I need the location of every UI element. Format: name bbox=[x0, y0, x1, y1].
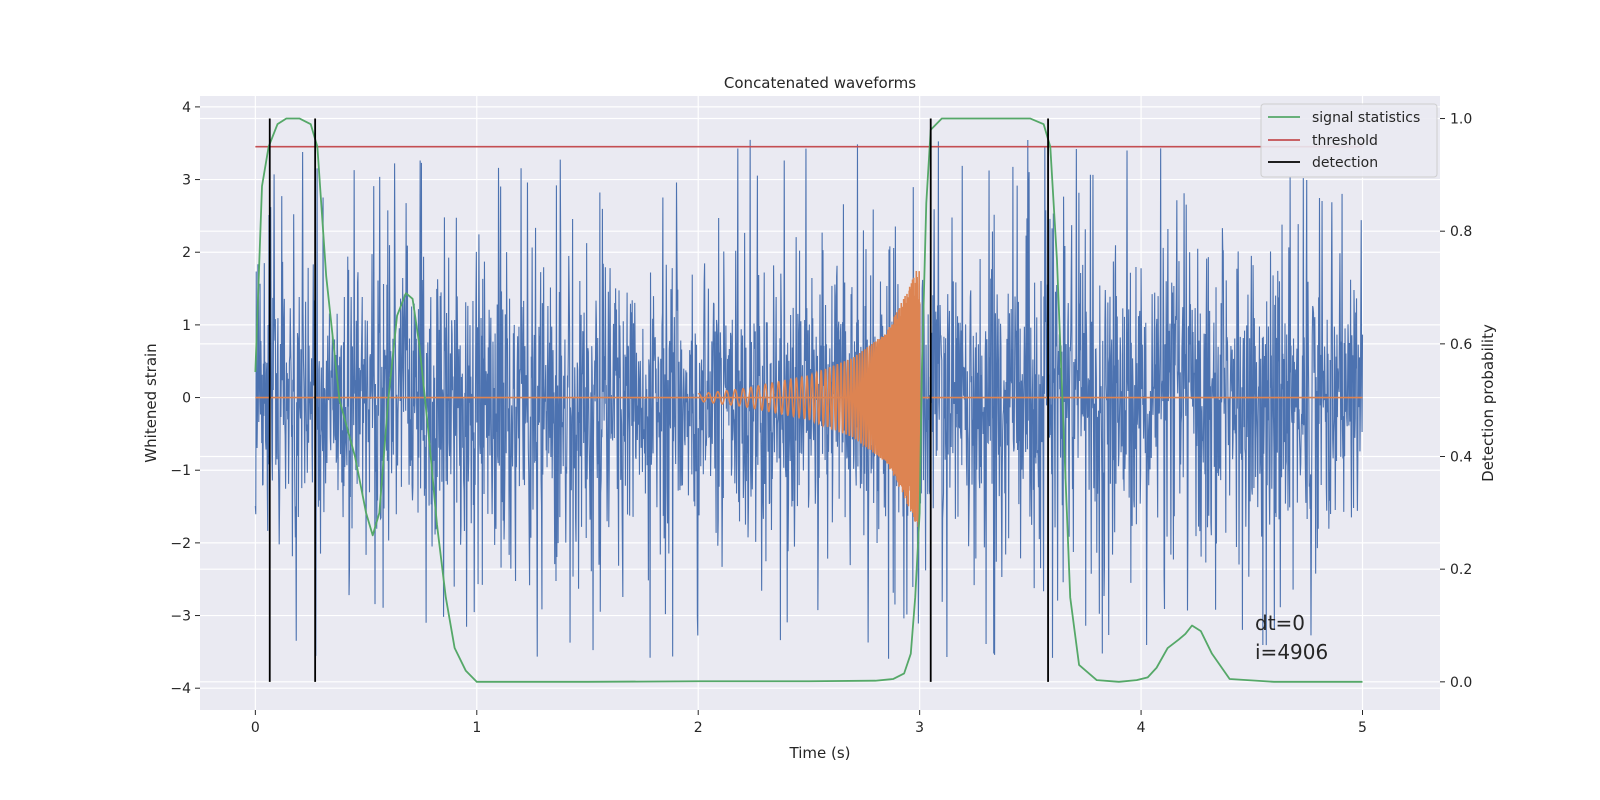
x-tick-label: 3 bbox=[915, 720, 924, 736]
legend: signal statistics threshold detection bbox=[1260, 103, 1438, 178]
annotation-i: i=4906 bbox=[1255, 640, 1328, 664]
legend-label-detection: detection bbox=[1312, 155, 1378, 171]
x-axis-label: Time (s) bbox=[789, 744, 851, 762]
legend-label-signal-statistics: signal statistics bbox=[1312, 110, 1420, 126]
y-tick-label: −2 bbox=[170, 536, 191, 552]
y-right-tick-label: 0.8 bbox=[1450, 224, 1472, 240]
waveform-chirp bbox=[697, 271, 921, 527]
x-tick-label: 1 bbox=[472, 720, 481, 736]
y-right-tick-label: 0.4 bbox=[1450, 450, 1472, 466]
y-right-tick-label: 0.6 bbox=[1450, 337, 1472, 353]
y-tick-label: −3 bbox=[170, 609, 191, 625]
y-tick-label: 2 bbox=[182, 245, 191, 261]
x-tick-label: 4 bbox=[1137, 720, 1146, 736]
legend-box bbox=[1260, 103, 1438, 178]
y-tick-label: −1 bbox=[170, 463, 191, 479]
y-axis-label-right: Detection probability bbox=[1479, 324, 1497, 482]
x-tick-label: 0 bbox=[251, 720, 260, 736]
y-tick-label: 0 bbox=[182, 391, 191, 407]
y-tick-label: 1 bbox=[182, 318, 191, 334]
y-right-tick-label: 1.0 bbox=[1450, 112, 1472, 128]
y-tick-label: 3 bbox=[182, 173, 191, 189]
plot-area bbox=[254, 117, 1364, 683]
y-right-tick-label: 0.0 bbox=[1450, 675, 1472, 691]
y-axis-label: Whitened strain bbox=[142, 343, 160, 462]
annotation-dt: dt=0 bbox=[1255, 611, 1305, 635]
y-right-tick-label: 0.2 bbox=[1450, 562, 1472, 578]
signal-statistics-line bbox=[254, 117, 1363, 683]
y-tick-label: −4 bbox=[170, 681, 191, 697]
strain-line bbox=[254, 139, 1364, 659]
y-tick-label: 4 bbox=[182, 100, 191, 116]
x-tick-label: 2 bbox=[694, 720, 703, 736]
chart-title: Concatenated waveforms bbox=[724, 74, 916, 92]
ticks: 0 1 2 3 4 5 −4 −3 −2 −1 0 1 2 3 4 0.0 0.2 0.4 0.6 0.8 1.0 bbox=[170, 100, 1472, 736]
x-tick-label: 5 bbox=[1358, 720, 1367, 736]
legend-label-threshold: threshold bbox=[1312, 133, 1378, 149]
